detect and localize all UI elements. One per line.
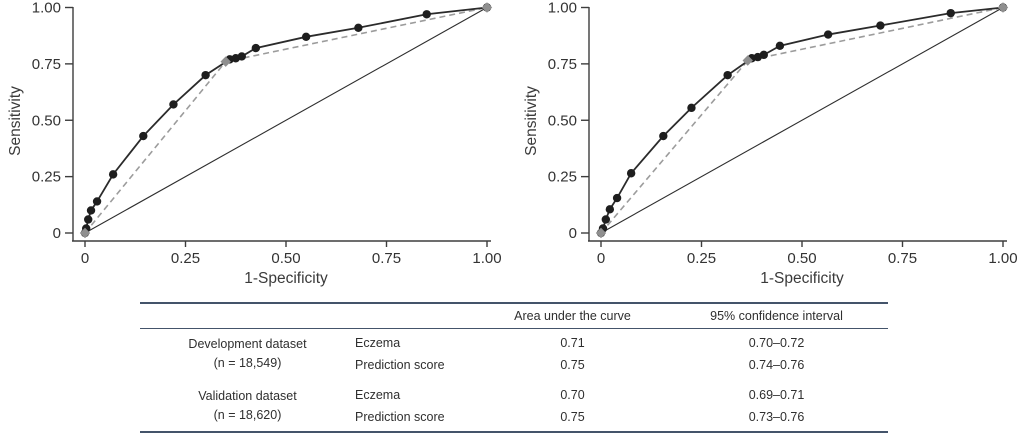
svg-text:1.00: 1.00 bbox=[548, 0, 577, 17]
measure-label: Eczema bbox=[355, 387, 401, 402]
ci-value: 0.70–0.72 bbox=[748, 335, 805, 350]
measure-label: Eczema bbox=[355, 335, 401, 350]
auc-value: 0.71 bbox=[560, 335, 585, 350]
svg-text:0.75: 0.75 bbox=[888, 250, 917, 267]
measure-label: Prediction score bbox=[355, 357, 445, 372]
x-axis-title: 1-Specificity bbox=[760, 270, 844, 287]
svg-text:0.50: 0.50 bbox=[32, 112, 61, 129]
svg-text:0: 0 bbox=[597, 250, 605, 267]
svg-text:0.50: 0.50 bbox=[787, 250, 816, 267]
x-axis-title: 1-Specificity bbox=[244, 270, 328, 287]
auc-value: 0.75 bbox=[560, 409, 585, 424]
col-header-ci: 95% confidence interval bbox=[710, 308, 843, 323]
svg-text:0.75: 0.75 bbox=[548, 56, 577, 73]
table-header-row: Area under the curve 95% confidence inte… bbox=[140, 304, 888, 329]
dataset-name: Validation dataset bbox=[198, 388, 297, 403]
svg-text:0.75: 0.75 bbox=[372, 250, 401, 267]
svg-text:0: 0 bbox=[569, 225, 577, 242]
svg-text:0: 0 bbox=[81, 250, 89, 267]
svg-text:1.00: 1.00 bbox=[988, 250, 1017, 267]
table-group-validation: Validation dataset (n = 18,620) Eczema 0… bbox=[140, 384, 888, 428]
ci-value: 0.69–0.71 bbox=[748, 387, 805, 402]
svg-text:0.50: 0.50 bbox=[271, 250, 300, 267]
measure-label: Prediction score bbox=[355, 409, 445, 424]
roc-chart-development: 0 0.25 0.50 0.75 1.00 0 0.25 0.50 0.75 1.00 Sensi… bbox=[7, 0, 502, 287]
svg-text:0.25: 0.25 bbox=[171, 250, 200, 267]
svg-text:0: 0 bbox=[53, 225, 61, 242]
auc-value: 0.75 bbox=[560, 357, 585, 372]
svg-text:0.50: 0.50 bbox=[548, 112, 577, 129]
ci-value: 0.73–0.76 bbox=[748, 409, 805, 424]
dataset-name: Development dataset bbox=[188, 336, 307, 351]
svg-text:0.25: 0.25 bbox=[687, 250, 716, 267]
ci-value: 0.74–0.76 bbox=[748, 357, 805, 372]
svg-text:1.00: 1.00 bbox=[472, 250, 501, 267]
table-group-development: Development dataset (n = 18,549) Eczema … bbox=[140, 332, 888, 376]
roc-chart-validation: 0 0.25 0.50 0.75 1.00 0 0.25 0.50 0.75 1.00 Sensi… bbox=[523, 0, 1018, 287]
dataset-label-development: Development dataset (n = 18,549) bbox=[140, 335, 355, 374]
results-table: Area under the curve 95% confidence inte… bbox=[140, 302, 888, 433]
dataset-label-validation: Validation dataset (n = 18,620) bbox=[140, 387, 355, 426]
svg-text:0.75: 0.75 bbox=[32, 56, 61, 73]
y-axis-title: Sensitivity bbox=[523, 86, 540, 156]
col-header-auc: Area under the curve bbox=[514, 308, 631, 323]
svg-text:0.25: 0.25 bbox=[548, 169, 577, 186]
svg-text:0.25: 0.25 bbox=[32, 169, 61, 186]
table-body: Development dataset (n = 18,549) Eczema … bbox=[140, 329, 888, 428]
auc-value: 0.70 bbox=[560, 387, 585, 402]
dataset-n: (n = 18,620) bbox=[213, 408, 282, 422]
dataset-n: (n = 18,549) bbox=[213, 356, 282, 370]
y-axis-title: Sensitivity bbox=[7, 86, 24, 156]
svg-text:1.00: 1.00 bbox=[32, 0, 61, 17]
